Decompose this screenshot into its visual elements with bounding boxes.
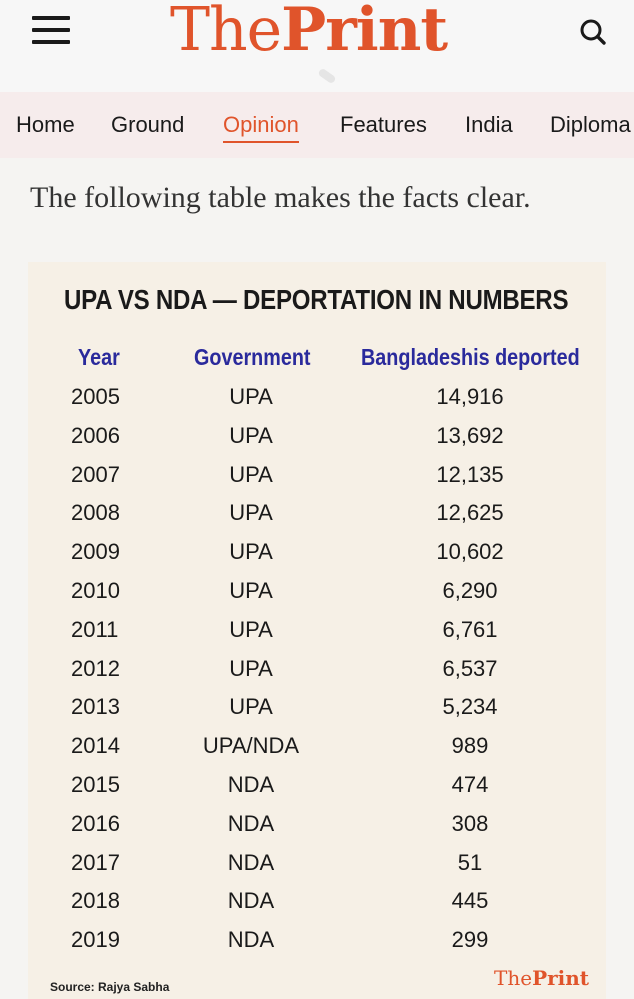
cell-government: UPA/NDA (202, 733, 300, 759)
cell-government: UPA (229, 616, 273, 642)
site-header: ThePrint (0, 0, 634, 93)
cell-year: 2017 (71, 849, 120, 875)
table-row: 2006 UPA 13,692 (28, 421, 606, 460)
site-logo[interactable]: ThePrint (170, 0, 448, 60)
cell-year: 2012 (71, 655, 120, 681)
cell-government: NDA (227, 771, 275, 797)
table-row: 2008 UPA 12,625 (28, 498, 606, 537)
cell-deported: 308 (451, 810, 489, 836)
table-row: 2019 NDA 299 (28, 925, 606, 964)
cell-year: 2014 (71, 733, 120, 759)
cell-government: NDA (227, 927, 275, 953)
table-row: 2017 NDA 51 (28, 848, 606, 887)
cell-government: UPA (229, 461, 273, 487)
nav-item-ground[interactable]: Ground (111, 112, 185, 137)
cell-year: 2010 (71, 577, 120, 603)
cell-government: UPA (229, 422, 273, 448)
cell-year: 2011 (71, 616, 119, 642)
scroll-indicator (317, 67, 337, 85)
cell-year: 2019 (71, 927, 120, 953)
cell-deported: 6,761 (442, 616, 498, 642)
article-intro-text: The following table makes the facts clea… (30, 181, 531, 214)
table-row: 2012 UPA 6,537 (28, 654, 606, 693)
cell-government: UPA (229, 539, 273, 565)
cell-government: NDA (227, 888, 275, 914)
nav-item-home[interactable]: Home (16, 112, 75, 137)
cell-year: 2008 (71, 500, 120, 526)
cell-deported: 445 (451, 888, 489, 914)
table-row: 2007 UPA 12,135 (28, 460, 606, 499)
cell-deported: 6,290 (442, 577, 498, 603)
table-row: 2015 NDA 474 (28, 770, 606, 809)
cell-deported: 12,135 (436, 461, 504, 487)
cell-government: UPA (229, 694, 273, 720)
table-row: 2010 UPA 6,290 (28, 576, 606, 615)
card-logo-the: The (494, 966, 533, 990)
cell-government: UPA (229, 655, 273, 681)
deportation-table-card: UPA VS NDA — DEPORTATION IN NUMBERS Year… (28, 262, 606, 999)
column-header-deported: Bangladeshis deported (361, 344, 580, 370)
table-row: 2005 UPA 14,916 (28, 382, 606, 421)
cell-government: UPA (229, 577, 273, 603)
nav-item-opinion[interactable]: Opinion (223, 112, 299, 143)
cell-government: NDA (227, 810, 275, 836)
cell-government: NDA (227, 849, 275, 875)
cell-government: UPA (229, 500, 273, 526)
table-row: 2013 UPA 5,234 (28, 692, 606, 731)
column-header-year: Year (78, 344, 120, 370)
logo-text-print: Print (281, 0, 448, 65)
cell-government: UPA (229, 384, 273, 409)
cell-year: 2015 (71, 771, 120, 797)
table-title: UPA VS NDA — DEPORTATION IN NUMBERS (64, 284, 569, 315)
cell-year: 2009 (71, 539, 120, 565)
cell-deported: 474 (451, 771, 489, 797)
source-note: Source: Rajya Sabha (50, 980, 170, 994)
column-header-government: Government (194, 344, 311, 370)
cell-deported: 5,234 (442, 694, 498, 720)
cell-deported: 14,916 (436, 384, 504, 409)
cell-year: 2018 (71, 888, 120, 914)
cell-year: 2007 (71, 461, 120, 487)
nav-item-diplomacy[interactable]: Diploma (550, 112, 631, 137)
section-nav: Home Ground Opinion Features India Diplo… (0, 92, 634, 158)
cell-deported: 13,692 (436, 422, 504, 448)
hamburger-menu-icon[interactable] (32, 16, 70, 44)
search-icon[interactable] (578, 16, 610, 48)
logo-text-the: The (170, 0, 282, 65)
nav-item-features[interactable]: Features (340, 112, 427, 137)
table-row: 2009 UPA 10,602 (28, 537, 606, 576)
cell-year: 2013 (71, 694, 120, 720)
cell-deported: 10,602 (436, 539, 504, 565)
cell-year: 2006 (71, 422, 120, 448)
table-body: 2005 UPA 14,916 2006 UPA 13,692 2007 UPA… (28, 382, 606, 964)
cell-deported: 51 (457, 849, 483, 875)
table-row: 2011 UPA 6,761 (28, 615, 606, 654)
nav-item-india[interactable]: India (465, 112, 513, 137)
card-logo-print: Print (532, 966, 590, 990)
cell-deported: 6,537 (442, 655, 498, 681)
card-logo: ThePrint (494, 966, 589, 990)
table-row: 2016 NDA 308 (28, 809, 606, 848)
cell-deported: 12,625 (436, 500, 504, 526)
cell-deported: 989 (451, 733, 489, 759)
table-row: 2014 UPA/NDA 989 (28, 731, 606, 770)
table-row: 2018 NDA 445 (28, 886, 606, 925)
cell-deported: 299 (451, 927, 489, 953)
cell-year: 2005 (71, 384, 120, 409)
cell-year: 2016 (71, 810, 120, 836)
